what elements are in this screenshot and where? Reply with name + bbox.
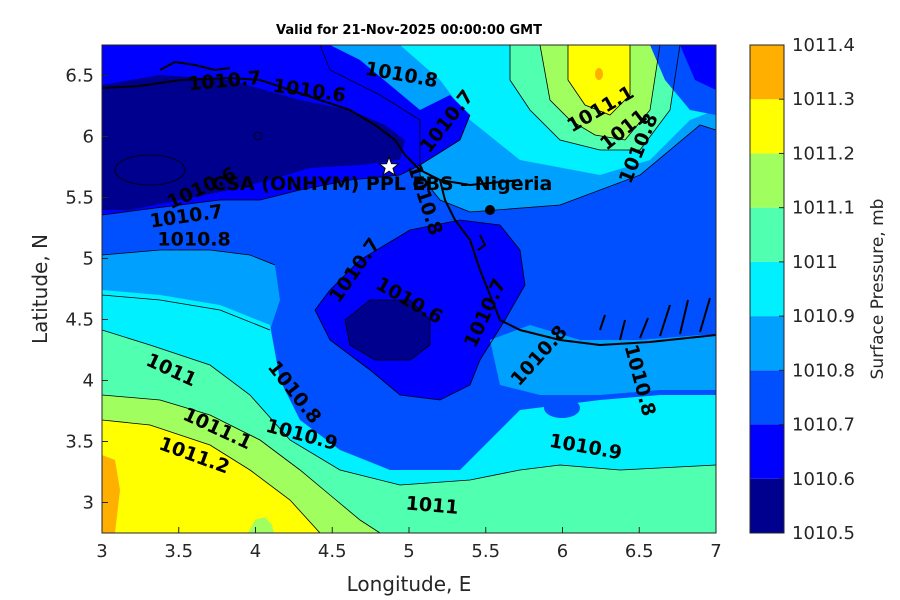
colorbar-segment bbox=[750, 478, 784, 533]
y-tick-label: 4.5 bbox=[65, 310, 94, 331]
y-axis-label: Latitude, N bbox=[28, 234, 52, 344]
contour-fill-1010-7-pocket bbox=[544, 398, 580, 418]
x-axis-label: Longitude, E bbox=[346, 572, 472, 596]
contour-fill-1010-6-ne bbox=[680, 45, 716, 90]
colorbar-tick-label: 1010.6 bbox=[792, 469, 855, 490]
colorbar-segment bbox=[750, 207, 784, 262]
colorbar-frame bbox=[749, 44, 785, 534]
y-tick-label: 6 bbox=[83, 127, 94, 148]
colorbar-tick-label: 1011 bbox=[792, 252, 838, 273]
colorbar-tick-label: 1010.9 bbox=[792, 306, 855, 327]
colorbar-tick-label: 1011.4 bbox=[792, 35, 855, 56]
site-star-icon bbox=[378, 155, 400, 177]
contour-fill-1011-3-north bbox=[595, 68, 603, 80]
y-tick-label: 3 bbox=[83, 493, 94, 514]
x-tick-label: 3 bbox=[96, 541, 107, 562]
site-label: CSA (ONHYM) PPL EBS - Nigeria bbox=[212, 173, 552, 195]
x-tick-label: 4.5 bbox=[318, 541, 347, 562]
contour-fill-1010-5-nw bbox=[102, 75, 405, 210]
colorbar-tick-label: 1010.8 bbox=[792, 360, 855, 381]
contour-fill-1011-1-bump bbox=[248, 517, 274, 533]
contour-label: 1010.8 bbox=[157, 229, 230, 251]
contour-fill-1010-8-west bbox=[102, 250, 280, 330]
x-tick-label: 3.5 bbox=[164, 541, 193, 562]
x-tick-label: 5.5 bbox=[471, 541, 500, 562]
colorbar: 1010.5 1010.6 1010.7 1010.8 1010.9 1011 1011.1… bbox=[749, 35, 855, 544]
contour-fill-1011-2-south bbox=[102, 420, 320, 533]
y-tick-label: 3.5 bbox=[65, 432, 94, 453]
coastline bbox=[102, 60, 716, 347]
contour-fill-1010-5-central bbox=[345, 300, 430, 360]
colorbar-segment bbox=[750, 370, 784, 425]
x-tick-label: 7 bbox=[710, 541, 721, 562]
y-tick-label: 5.5 bbox=[65, 188, 94, 209]
y-tick-label: 6.5 bbox=[65, 66, 94, 87]
colorbar-segment bbox=[750, 153, 784, 208]
colorbar-tick-label: 1011.2 bbox=[792, 143, 855, 164]
contour-lines bbox=[102, 45, 716, 533]
colorbar-segment bbox=[750, 424, 784, 479]
colorbar-segment bbox=[750, 99, 784, 154]
colorbar-tick-label: 1011.1 bbox=[792, 198, 855, 219]
colorbar-tick-label: 1010.5 bbox=[792, 523, 855, 544]
axis-ticks: 3 3.5 4 4.5 5 5.5 6 6.5 7 3 3.5 4 4.5 5 5.5 6 6.5 bbox=[65, 66, 721, 563]
contour-label: 1011 bbox=[405, 492, 460, 519]
chart-title: Valid for 21-Nov-2025 00:00:00 GMT bbox=[276, 23, 542, 38]
x-tick-label: 6 bbox=[557, 541, 568, 562]
colorbar-segment bbox=[750, 316, 784, 371]
x-tick-label: 6.5 bbox=[625, 541, 654, 562]
x-tick-label: 4 bbox=[250, 541, 261, 562]
colorbar-label: Surface Pressure, mb bbox=[868, 198, 888, 380]
y-tick-label: 5 bbox=[83, 249, 94, 270]
colorbar-segment bbox=[750, 261, 784, 317]
y-tick-label: 4 bbox=[83, 371, 94, 392]
colorbar-segment bbox=[750, 45, 784, 100]
colorbar-tick-label: 1011.3 bbox=[792, 89, 855, 110]
x-tick-label: 5 bbox=[403, 541, 414, 562]
contour-fill-1011-3-south bbox=[102, 455, 120, 533]
colorbar-tick-label: 1010.7 bbox=[792, 415, 855, 436]
contour-fill-1010-8-east bbox=[490, 325, 716, 395]
